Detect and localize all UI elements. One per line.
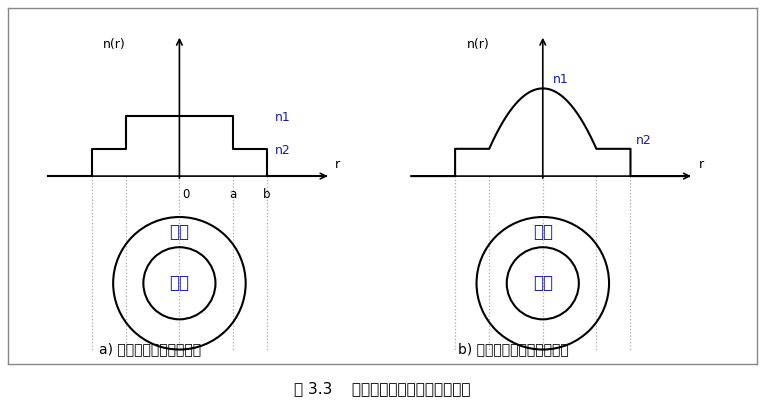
Text: b: b	[263, 188, 271, 201]
Text: n(r): n(r)	[103, 38, 125, 51]
Text: 包层: 包层	[532, 223, 553, 241]
Text: a) 均匀光纤的折射率分布: a) 均匀光纤的折射率分布	[99, 342, 201, 356]
Text: n2: n2	[636, 134, 652, 147]
Text: 纤芯: 纤芯	[532, 274, 553, 292]
Text: r: r	[335, 158, 340, 171]
Text: n(r): n(r)	[467, 38, 489, 51]
Text: 包层: 包层	[169, 223, 190, 241]
Text: 0: 0	[182, 188, 190, 201]
Text: n2: n2	[275, 144, 291, 157]
Text: r: r	[698, 158, 704, 171]
Text: 纤芯: 纤芯	[169, 274, 190, 292]
Text: a: a	[230, 188, 236, 201]
Text: b) 非均匀光纤的折射率分布: b) 非均匀光纤的折射率分布	[458, 342, 569, 356]
Text: n1: n1	[552, 74, 568, 86]
Text: n1: n1	[275, 111, 291, 124]
Text: 图 3.3    光纤纤芯折射率的剖面分布图: 图 3.3 光纤纤芯折射率的剖面分布图	[295, 381, 470, 396]
